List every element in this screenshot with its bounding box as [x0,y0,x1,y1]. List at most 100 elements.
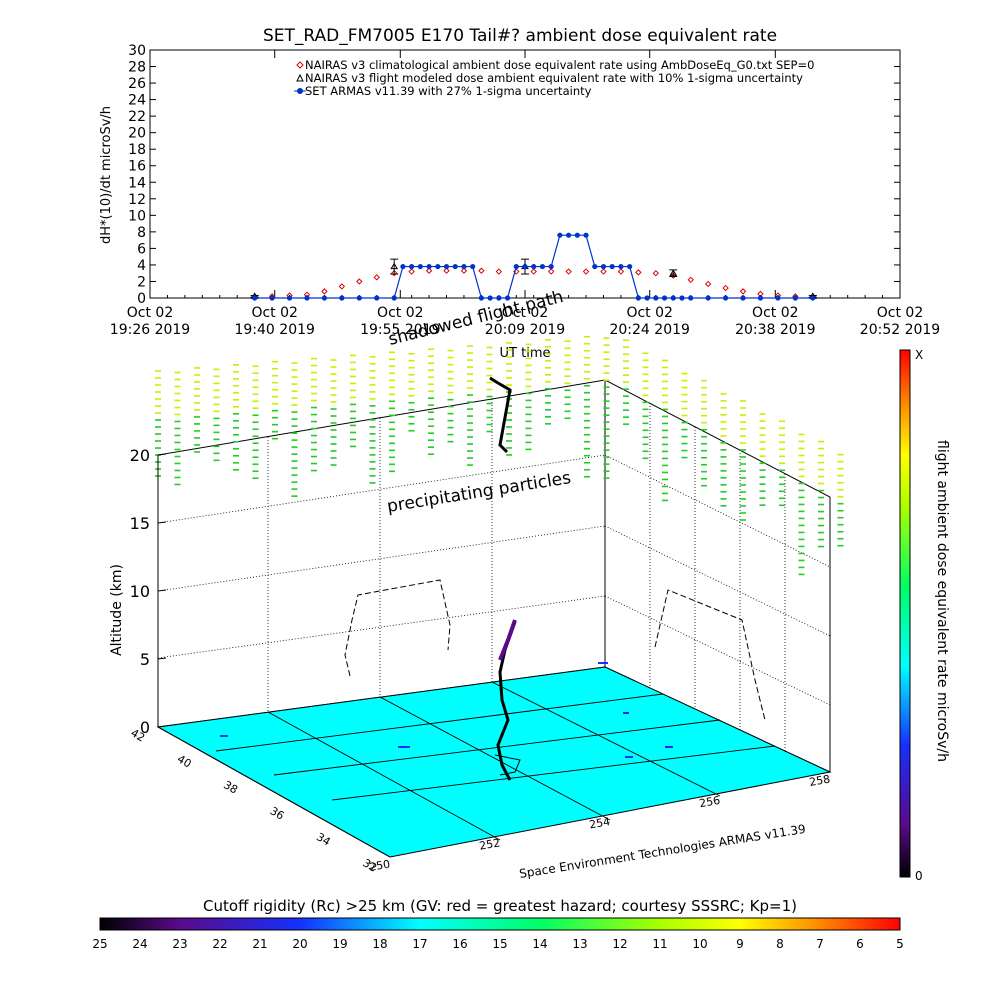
nairas-clim-point [460,267,468,274]
armas-point [644,295,650,301]
particle-dash [681,421,688,424]
particle-dash [447,349,454,352]
armas-point [679,295,685,301]
particle-dash [759,504,766,506]
x-tick-label-time: 20:24 2019 [609,322,689,338]
particle-dash [506,356,512,358]
dose-colorbar-title: flight ambient dose equivalent rate micr… [934,440,950,762]
particle-dash [369,440,376,442]
particle-dash [681,428,688,431]
particle-dash [291,495,298,497]
particle-dash [798,461,805,464]
particle-dash [681,386,688,389]
particle-dash [545,346,551,348]
particle-dash [330,408,337,410]
particle-dash [545,402,551,404]
particle-dash [584,349,590,352]
particle-dash [662,464,668,467]
particle-dash [642,387,649,390]
cutoff-rigidity-ticks: 25 24 23 22 21 20 19 18 17 16 15 14 13 12 11 10 9 8 7 6 5 [92,937,903,951]
particle-dash [467,443,473,445]
nairas-clim-point [443,267,450,274]
particle-dash [486,353,493,356]
particle-dash [155,377,161,379]
particle-dash [467,345,473,347]
particle-dash [584,398,590,401]
armas-point [661,295,668,301]
particle-dash [272,430,278,433]
particle-dash [155,370,161,372]
rigidity-tick-label: 5 [896,937,904,951]
particle-dash [155,412,161,414]
armas-point [539,263,546,270]
particle-dash [311,357,317,360]
particle-dash [330,422,337,424]
particle-dash [584,447,590,450]
particle-dash [584,433,590,436]
alt-grid-10 [157,525,606,592]
particle-dash [233,427,239,429]
particle-dash [447,405,454,408]
nairas-clim-point [478,267,485,274]
particle-dash [311,371,317,374]
particle-dash [584,377,590,380]
particle-dash [506,363,512,365]
particle-dash [369,391,376,393]
particle-dash [798,517,805,520]
particle-dash [818,503,824,506]
particle-dash [818,489,824,492]
particle-dash [369,412,376,414]
particle-dash [389,463,395,466]
particle-dash [213,403,220,406]
particle-dash [350,368,356,371]
particle-dash [701,456,707,459]
particle-dash [174,469,181,472]
particle-dash [564,396,571,399]
particle-dash [545,409,551,411]
legend: NAIRAS v3 climatological ambient dose eq… [294,58,814,98]
particle-dash [818,545,824,548]
particle-dash [408,422,415,425]
particle-dash [545,374,551,376]
particle-dash [272,374,278,377]
particle-dash [311,434,317,437]
flight-track [494,619,521,781]
particle-dash [642,422,649,425]
particle-dash [545,423,551,425]
particle-dash [603,428,610,430]
nairas-clim-point [635,269,642,276]
particle-dash [233,392,239,394]
particle-dash [369,475,376,477]
particle-dash [720,435,727,437]
particle-dash [623,339,629,341]
particle-dash [584,461,590,464]
y-tick-label: 12 [128,192,146,208]
particle-dash [291,439,298,441]
particle-dash [564,382,571,385]
alt-grid-15-right [604,454,831,568]
particle-dash [603,456,610,458]
nairas-clim-point [739,288,747,295]
particle-dash [525,399,532,402]
particle-dash [213,459,220,462]
particle-dash [779,497,785,500]
y-tick-label: 20 [128,126,146,142]
flight-track-ground [494,754,521,776]
particle-dash [662,373,668,376]
armas-point [426,263,432,270]
alt-grid-5 [157,595,606,659]
armas-point [400,263,406,270]
particle-dash [194,451,200,453]
particle-dash [701,400,707,403]
particle-dash [330,450,337,452]
particle-dash [740,435,746,437]
particle-dash [506,447,512,449]
particle-dash [525,434,532,437]
armas-point [583,232,589,238]
particle-dash [603,344,610,346]
armas-point [592,263,598,270]
armas-point [757,295,764,301]
particle-dash [779,504,785,507]
floor-grid-6 [491,681,721,797]
particle-dash [194,367,200,369]
